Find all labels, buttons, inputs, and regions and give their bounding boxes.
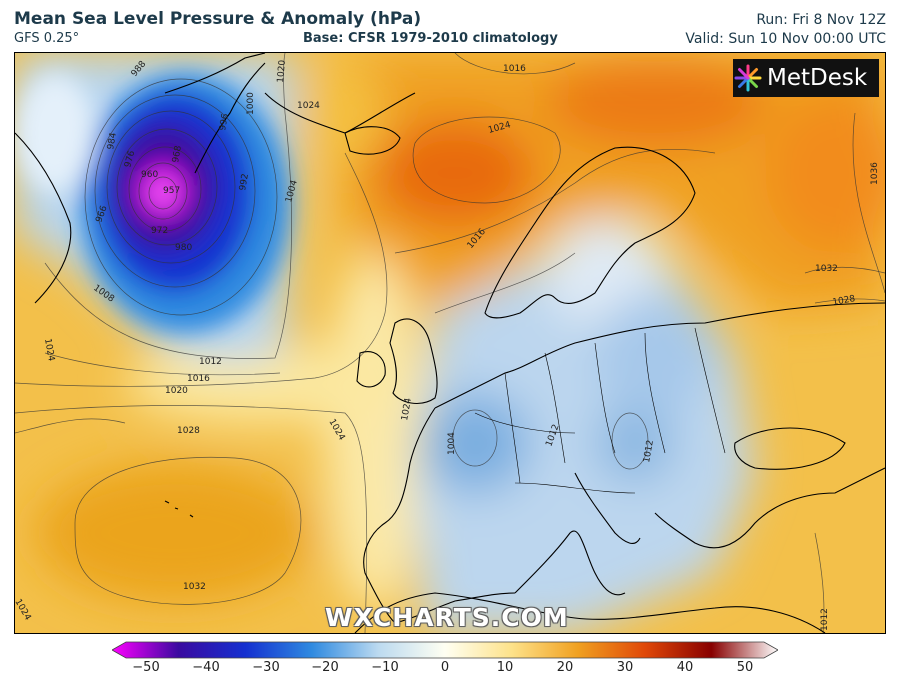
- climatology-base-label: Base: CFSR 1979-2010 climatology: [303, 31, 558, 46]
- isobar-labels: 988 984 976 966 960 957 968 972 980 992 …: [15, 59, 880, 631]
- isobar-label: 1024: [400, 397, 414, 422]
- isobar-label: 1012: [820, 608, 830, 631]
- isobar-label: 1016: [503, 64, 526, 74]
- isobar-label: 1012: [642, 439, 656, 463]
- isobar-label: 996: [218, 113, 231, 132]
- colorbar: [112, 641, 778, 659]
- coastlines: [15, 53, 885, 633]
- isobar-label: 960: [141, 170, 158, 180]
- colorbar-tick: −10: [371, 660, 399, 675]
- isobar-label: 1012: [199, 357, 222, 367]
- colorbar-tick: 0: [440, 660, 450, 675]
- metdesk-burst-icon: [734, 64, 762, 92]
- colorbar-tick: −20: [311, 660, 339, 675]
- isobar-label: 1020: [165, 386, 188, 396]
- anomaly-field: [15, 53, 885, 633]
- chart-title: Mean Sea Level Pressure & Anomaly (hPa): [14, 9, 422, 29]
- colorbar-tick: 40: [676, 660, 694, 675]
- isobar-label: 1024: [297, 101, 320, 111]
- metdesk-logo-text: MetDesk: [767, 65, 868, 91]
- map-canvas: 988 984 976 966 960 957 968 972 980 992 …: [15, 53, 885, 633]
- isobar-label: 1020: [276, 59, 288, 83]
- colorbar-tick: −50: [132, 660, 160, 675]
- colorbar-tick: −30: [252, 660, 280, 675]
- run-time-label: Run: Fri 8 Nov 12Z: [756, 12, 886, 28]
- isobar-label: 957: [163, 186, 180, 196]
- isobar-label: 984: [106, 132, 119, 151]
- valid-time-label: Valid: Sun 10 Nov 00:00 UTC: [685, 31, 886, 47]
- isobar-label: 972: [151, 226, 168, 236]
- wxcharts-watermark: WXCHARTS.COM: [325, 603, 569, 632]
- isobar-label: 1024: [42, 338, 56, 363]
- colorbar-scale: [112, 641, 778, 659]
- isobar-label: 992: [238, 173, 251, 192]
- isobar-label: 980: [175, 243, 192, 253]
- colorbar-tick: 10: [496, 660, 514, 675]
- isobar-lines: [15, 53, 885, 633]
- colorbar-tick: 20: [556, 660, 574, 675]
- metdesk-logo: MetDesk: [733, 59, 879, 97]
- isobar-label: 1000: [246, 92, 256, 115]
- isobar-label: 1028: [832, 294, 857, 308]
- isobar-label: 1016: [187, 374, 210, 384]
- isobar-label: 1036: [870, 162, 880, 185]
- pressure-anomaly-map: 988 984 976 966 960 957 968 972 980 992 …: [14, 52, 886, 634]
- colorbar-tick: −40: [192, 660, 220, 675]
- colorbar-tick: 50: [736, 660, 754, 675]
- isobar-label: 1032: [815, 264, 838, 274]
- isobar-label: 1032: [183, 582, 206, 592]
- isobar-label: 968: [171, 145, 184, 164]
- isobar-label: 976: [123, 149, 137, 168]
- model-label: GFS 0.25°: [14, 31, 80, 46]
- isobar-label: 1028: [177, 426, 200, 436]
- colorbar-tick: 30: [616, 660, 634, 675]
- isobar-label: 1004: [447, 432, 457, 455]
